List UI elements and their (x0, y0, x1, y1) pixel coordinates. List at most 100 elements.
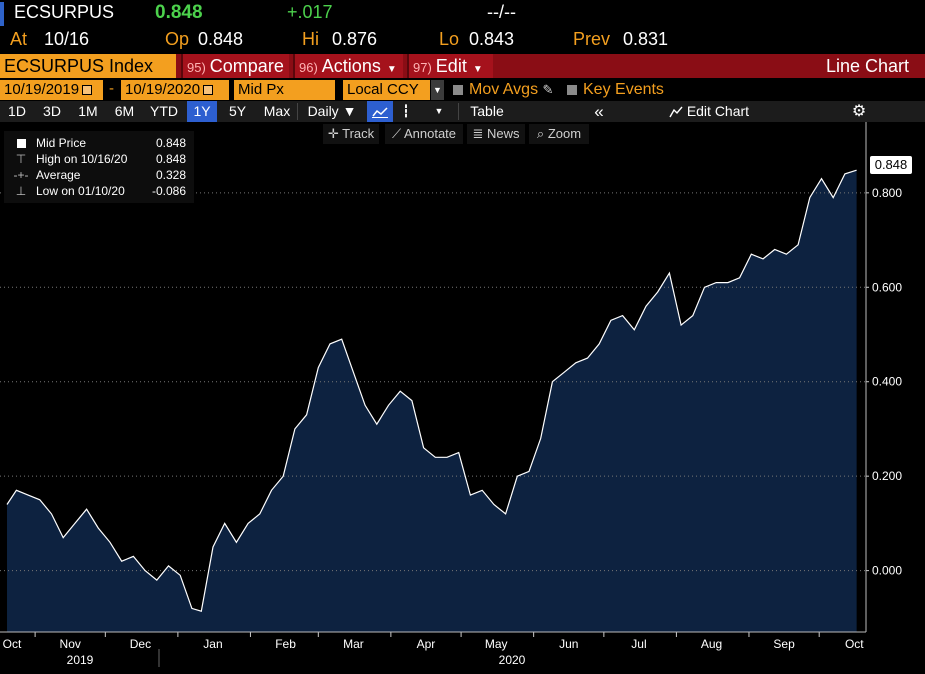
checkbox-icon[interactable] (453, 84, 463, 95)
ticker-symbol[interactable]: ECSURPUS (0, 2, 114, 26)
security-field[interactable]: ECSURPUS Index (0, 54, 176, 78)
x-tick-label: Aug (701, 637, 722, 651)
edit-number: 97) (413, 60, 432, 75)
field-select[interactable]: Mid Px (234, 80, 335, 100)
period-button-max[interactable]: Max (263, 103, 291, 119)
mov-avgs-label: Mov Avgs (469, 81, 539, 98)
legend-row-average: -+- Average 0.328 (4, 167, 194, 183)
track-button[interactable]: ✛ Track (323, 124, 379, 144)
period-button-3d[interactable]: 3D (43, 103, 61, 119)
legend-value: -0.086 (151, 184, 186, 198)
average-marker-icon: -+- (13, 168, 29, 182)
key-events-label: Key Events (583, 81, 664, 98)
mov-avgs-option[interactable]: Mov Avgs ✎ (453, 81, 553, 99)
annotate-button[interactable]: ⟋ Annotate (385, 124, 463, 144)
period-button-1y[interactable]: 1Y (187, 101, 217, 122)
compare-label: Compare (209, 56, 284, 76)
edit-chart-label: Edit Chart (686, 103, 750, 119)
key-events-option[interactable]: Key Events (567, 81, 664, 99)
edit-label: Edit (435, 56, 467, 76)
currency-select[interactable]: Local CCY (343, 80, 430, 100)
pencil-icon[interactable]: ✎ (542, 82, 554, 97)
x-tick-label: Jun (559, 637, 578, 651)
period-button-ytd[interactable]: YTD (150, 103, 178, 119)
edit-chart-button[interactable]: Edit Chart (664, 101, 754, 122)
actions-label: Actions (321, 56, 381, 76)
high-marker-icon: ⊤ (15, 152, 27, 166)
end-date-field[interactable]: 10/19/2020 (121, 80, 229, 100)
bar-chart-icon[interactable]: ┇ (402, 104, 410, 118)
edit-chart-icon (669, 106, 683, 118)
actions-button[interactable]: 96) Actions ▼ (293, 54, 403, 78)
legend-row-high: ⊤ High on 10/16/20 0.848 (4, 151, 194, 167)
legend-value: 0.848 (155, 152, 186, 166)
period-button-1m[interactable]: 1M (78, 103, 98, 119)
price-chart[interactable]: 0.000 0.200 0.400 0.600 0.800 Oct Nov Dec Jan Feb… (0, 122, 925, 669)
at-value: 10/16 (44, 29, 90, 49)
low-label: Lo (439, 29, 460, 49)
annotate-label: Annotate (403, 126, 457, 141)
chart-canvas[interactable]: 0.000 0.200 0.400 0.600 0.800 Oct Nov Dec Jan Feb… (0, 122, 925, 669)
checkbox-icon[interactable] (567, 84, 577, 95)
quote-row: At 10/16 Op 0.848 Hi 0.876 Lo 0.843 Prev… (0, 29, 925, 53)
actions-number: 96) (299, 60, 318, 75)
chart-legend[interactable]: Mid Price 0.848 ⊤ High on 10/16/20 0.848… (4, 131, 194, 203)
y-tick-label: 0.400 (872, 375, 902, 389)
y-tick-label: 0.800 (872, 186, 902, 200)
quote-time: --/-- (487, 2, 516, 22)
parameter-row: 10/19/2019 - 10/19/2020 Mid Px Local CCY… (0, 79, 925, 101)
y-tick-label: 0.200 (872, 469, 902, 483)
collapse-icon[interactable]: « (594, 102, 604, 121)
x-tick-label: Feb (275, 637, 296, 651)
table-button[interactable]: Table (470, 103, 504, 119)
legend-row-low: ⊥ Low on 01/10/20 -0.086 (4, 183, 194, 199)
calendar-icon[interactable] (203, 85, 214, 96)
prev-value: 0.831 (623, 29, 669, 49)
field-value: Mid Px (238, 81, 284, 98)
legend-row-mid-price[interactable]: Mid Price 0.848 (4, 135, 194, 151)
last-price: 0.848 (155, 2, 203, 23)
frequency-select[interactable]: Daily ▼ (301, 101, 363, 122)
x-tick-label: Apr (417, 637, 436, 651)
zoom-button[interactable]: ⌕ Zoom (529, 124, 589, 144)
start-date-field[interactable]: 10/19/2019 (0, 80, 103, 100)
x-tick-label: Mar (343, 637, 364, 651)
chart-type-label: Line Chart (825, 56, 909, 76)
series-line[interactable] (6, 169, 857, 612)
track-label: Track (342, 126, 375, 141)
chart-type-dropdown-icon[interactable]: ▼ (434, 106, 444, 116)
at-label: At (10, 29, 28, 49)
legend-label: Low on 01/10/20 (36, 184, 125, 198)
annotate-icon: ⟋ (391, 126, 402, 141)
news-button[interactable]: ≣ News (467, 124, 525, 144)
period-button-6m[interactable]: 6M (114, 103, 135, 119)
legend-value: 0.848 (155, 136, 186, 150)
x-tick-label: Dec (130, 637, 151, 651)
legend-label: High on 10/16/20 (36, 152, 128, 166)
period-button-1d[interactable]: 1D (8, 103, 26, 119)
currency-dropdown-icon[interactable]: ▼ (431, 80, 444, 100)
caret-down-icon: ▼ (342, 103, 357, 119)
line-chart-icon[interactable] (367, 101, 393, 122)
caret-down-icon: ▼ (386, 64, 397, 75)
compare-number: 95) (187, 60, 206, 75)
x-year-label: 2019 (67, 653, 94, 667)
open-label: Op (165, 29, 190, 49)
legend-value: 0.328 (155, 168, 186, 182)
open-value: 0.848 (198, 29, 244, 49)
frequency-label: Daily (307, 103, 339, 119)
legend-label: Average (36, 168, 81, 182)
x-tick-label: Sep (773, 637, 795, 651)
divider (297, 103, 298, 120)
x-tick-label: Oct (3, 637, 22, 651)
end-date-value: 10/19/2020 (125, 81, 201, 98)
series-swatch-icon (8, 135, 34, 151)
period-button-5y[interactable]: 5Y (228, 103, 247, 119)
x-tick-label: Jul (631, 637, 646, 651)
legend-label: Mid Price (36, 136, 87, 150)
news-label: News (487, 126, 520, 141)
gear-icon[interactable]: ⚙ (851, 103, 867, 120)
calendar-icon[interactable] (82, 85, 93, 96)
edit-button[interactable]: 97) Edit ▼ (407, 54, 493, 78)
compare-button[interactable]: 95) Compare (181, 54, 289, 78)
